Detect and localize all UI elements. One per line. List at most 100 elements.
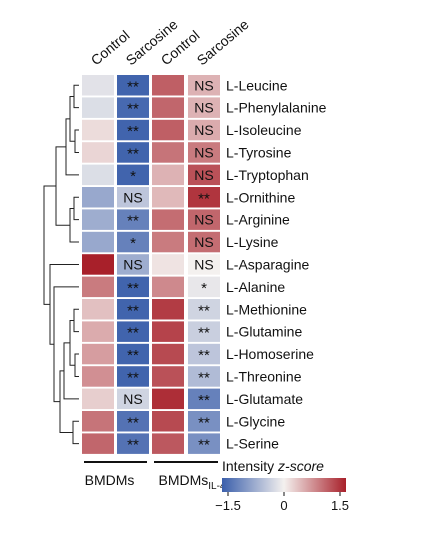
- heatmap-cell: [117, 231, 149, 253]
- heatmap-cell: [82, 187, 114, 208]
- heatmap-cell: [82, 321, 114, 342]
- dendrogram-branch: [53, 286, 79, 403]
- heatmap-cell: [188, 164, 220, 186]
- row-dendrogram: [43, 84, 79, 445]
- significance-mark: **: [198, 302, 210, 319]
- heatmap-cell: [152, 75, 184, 96]
- colorbar-tick-label: 1.5: [331, 498, 349, 513]
- significance-mark: **: [198, 325, 210, 342]
- significance-mark: **: [127, 414, 139, 431]
- group-label: BMDMs: [85, 472, 135, 488]
- significance-mark: NS: [194, 234, 213, 250]
- row-label: L-Arginine: [226, 212, 290, 228]
- row-label: L-Phenylalanine: [226, 100, 327, 116]
- heatmap-cell: [188, 433, 220, 454]
- heatmap-cell: [188, 142, 220, 163]
- heatmap-cell: [117, 343, 149, 365]
- significance-mark: NS: [194, 212, 213, 228]
- heatmap-cell: [188, 276, 220, 298]
- row-label: L-Lysine: [226, 234, 279, 250]
- row-label: L-Glutamine: [226, 324, 302, 340]
- significance-mark: **: [127, 325, 139, 342]
- heatmap-cell: [82, 388, 114, 410]
- heatmap-cell: [117, 164, 149, 186]
- significance-mark: NS: [123, 391, 142, 407]
- dendrogram-branch: [55, 146, 70, 226]
- significance-mark: *: [201, 280, 207, 297]
- group-labels: BMDMs BMDMsIL-4: [84, 461, 226, 492]
- significance-mark: **: [198, 437, 210, 454]
- significance-mark: NS: [123, 189, 142, 205]
- dendrogram-branch: [72, 420, 79, 445]
- colorbar: Intensity z-score −1.5 0 1.5: [215, 458, 349, 513]
- heatmap-cell: [152, 231, 184, 253]
- colorbar-title: Intensity z-score: [222, 458, 324, 474]
- significance-mark: **: [127, 145, 139, 162]
- heatmap-cell: [117, 97, 149, 118]
- heatmap-cell: [188, 411, 220, 432]
- significance-mark: **: [198, 414, 210, 431]
- heatmap-cell: [188, 97, 220, 118]
- dendrogram-branch: [43, 185, 56, 305]
- dendrogram-branch: [65, 118, 79, 176]
- heatmap-cell: [117, 119, 149, 141]
- heatmap-cell: [152, 388, 184, 410]
- heatmap-cell: [117, 366, 149, 387]
- significance-mark: NS: [123, 256, 142, 272]
- row-labels: L-Leucine L-Phenylalanine L-Isoleucine L-Ty…: [226, 77, 327, 451]
- heatmap-cell: [82, 164, 114, 186]
- heatmap-cell: [152, 164, 184, 186]
- heatmap-cell: [152, 187, 184, 208]
- row-label: L-Serine: [226, 436, 279, 452]
- significance-mark: **: [127, 347, 139, 364]
- significance-mark: **: [198, 190, 210, 207]
- heatmap-cell: [152, 254, 184, 275]
- significance-mark: **: [198, 347, 210, 364]
- significance-mark: NS: [194, 77, 213, 93]
- heatmap-cell: [188, 343, 220, 365]
- heatmap-cell: [82, 411, 114, 432]
- row-label: L-Alanine: [226, 279, 285, 295]
- row-label: L-Threonine: [226, 368, 302, 384]
- significance-mark: NS: [194, 100, 213, 116]
- significance-mark: **: [127, 437, 139, 454]
- colorbar-gradient: [222, 478, 346, 492]
- dendrogram-branch: [73, 84, 79, 109]
- row-label: L-Glycine: [226, 413, 285, 429]
- heatmap-cell: [188, 254, 220, 275]
- heatmap-cell: [152, 209, 184, 230]
- colorbar-tick-label: −1.5: [215, 498, 241, 513]
- heatmap-cell: [82, 97, 114, 118]
- heatmap-cell: [152, 142, 184, 163]
- dendrogram-branch: [74, 129, 79, 153]
- significance-mark: NS: [194, 256, 213, 272]
- heatmap-cell: [82, 433, 114, 454]
- heatmap-cell: [188, 75, 220, 96]
- dendrogram-branch: [74, 353, 79, 377]
- dendrogram-branch: [73, 308, 79, 333]
- significance-mark: **: [198, 392, 210, 409]
- heatmap-cell: [82, 276, 114, 298]
- heatmap-cell: [82, 119, 114, 141]
- heatmap-cell: [117, 388, 149, 410]
- row-label: L-Asparagine: [226, 256, 309, 272]
- significance-mark: **: [127, 78, 139, 95]
- column-label: Control: [88, 27, 133, 68]
- heatmap-cell: [188, 299, 220, 320]
- heatmap-cell: [117, 276, 149, 298]
- column-label: Sarcosine: [194, 16, 252, 68]
- significance-mark: **: [127, 123, 139, 140]
- heatmap-cell: [188, 209, 220, 230]
- heatmap-cell: [117, 321, 149, 342]
- heatmap-cell: [117, 299, 149, 320]
- heatmap-cell: [188, 366, 220, 387]
- heatmap-cell: [82, 366, 114, 387]
- significance-mark: **: [127, 302, 139, 319]
- heatmap-cell: [82, 209, 114, 230]
- heatmap-cell: [152, 299, 184, 320]
- heatmap-cell: [82, 343, 114, 365]
- heatmap-cell: [117, 75, 149, 96]
